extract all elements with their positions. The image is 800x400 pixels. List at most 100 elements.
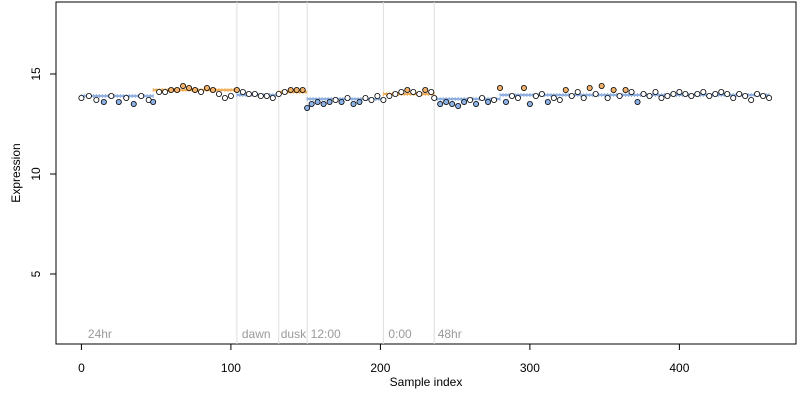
data-point bbox=[314, 99, 321, 106]
data-point bbox=[496, 85, 503, 92]
data-point bbox=[174, 87, 181, 94]
y-axis-label: Expression bbox=[9, 143, 23, 202]
data-point bbox=[652, 89, 659, 96]
x-axis: 0 100 200 300 400 bbox=[78, 344, 690, 375]
y-tick-label: 15 bbox=[29, 67, 43, 81]
data-point bbox=[404, 87, 411, 94]
y-axis: 5 10 15 bbox=[29, 67, 56, 277]
data-point bbox=[338, 99, 345, 106]
y-tick-label: 10 bbox=[29, 167, 43, 181]
segment-label: 12:00 bbox=[311, 327, 341, 341]
data-point bbox=[180, 83, 187, 90]
data-point bbox=[634, 99, 641, 106]
segment-label: 48hr bbox=[438, 327, 462, 341]
segment-label: dusk bbox=[281, 327, 307, 341]
data-point bbox=[467, 97, 474, 104]
data-point bbox=[162, 89, 169, 96]
data-point bbox=[562, 87, 569, 94]
x-tick-label: 400 bbox=[669, 361, 689, 375]
data-points bbox=[78, 83, 773, 112]
data-point bbox=[520, 85, 527, 92]
data-point bbox=[485, 99, 492, 106]
x-tick-label: 300 bbox=[520, 361, 540, 375]
data-point bbox=[598, 83, 605, 90]
data-point bbox=[473, 101, 480, 108]
data-point bbox=[100, 99, 107, 106]
data-point bbox=[108, 93, 115, 100]
data-point bbox=[156, 89, 163, 96]
data-point bbox=[568, 93, 575, 100]
data-point bbox=[754, 91, 761, 98]
data-point bbox=[245, 91, 252, 98]
y-tick-label: 5 bbox=[29, 270, 43, 277]
data-point bbox=[332, 97, 339, 104]
data-point bbox=[281, 89, 288, 96]
segment-labels: 24hr dawn dusk 12:00 0:00 48hr bbox=[88, 327, 462, 341]
data-point bbox=[186, 85, 193, 92]
data-point bbox=[550, 95, 557, 102]
data-point bbox=[368, 97, 375, 104]
data-point bbox=[257, 93, 264, 100]
data-point bbox=[706, 93, 713, 100]
data-point bbox=[356, 99, 363, 106]
data-point bbox=[508, 93, 515, 100]
data-point bbox=[123, 95, 130, 102]
data-point bbox=[443, 99, 450, 106]
data-point bbox=[203, 85, 210, 92]
data-point bbox=[694, 91, 701, 98]
data-point bbox=[304, 105, 311, 112]
data-point bbox=[736, 91, 743, 98]
data-point bbox=[428, 89, 435, 96]
data-point bbox=[640, 91, 647, 98]
data-point bbox=[586, 85, 593, 92]
x-axis-label: Sample index bbox=[390, 375, 463, 389]
data-point bbox=[130, 101, 137, 108]
data-point bbox=[724, 91, 731, 98]
data-point bbox=[574, 89, 581, 96]
data-point bbox=[622, 87, 629, 94]
data-point bbox=[398, 89, 405, 96]
data-point bbox=[374, 93, 381, 100]
data-point bbox=[766, 95, 773, 102]
data-point bbox=[350, 101, 357, 108]
data-point bbox=[658, 95, 665, 102]
data-point bbox=[344, 95, 351, 102]
data-point bbox=[712, 91, 719, 98]
data-point bbox=[85, 93, 92, 100]
data-point bbox=[209, 87, 216, 94]
plot-frame bbox=[55, 1, 797, 345]
data-point bbox=[215, 91, 222, 98]
data-point bbox=[392, 91, 399, 98]
data-point bbox=[239, 89, 246, 96]
data-point bbox=[688, 93, 695, 100]
data-point bbox=[538, 91, 545, 98]
data-point bbox=[422, 87, 429, 94]
data-point bbox=[326, 99, 333, 106]
data-point bbox=[604, 95, 611, 102]
data-point bbox=[742, 93, 749, 100]
x-tick-label: 0 bbox=[78, 361, 85, 375]
data-point bbox=[380, 97, 387, 104]
segment-label: 24hr bbox=[88, 327, 112, 341]
data-point bbox=[718, 89, 725, 96]
data-point bbox=[556, 97, 563, 104]
data-point bbox=[532, 93, 539, 100]
segment-label: dawn bbox=[242, 327, 271, 341]
x-tick-label: 200 bbox=[370, 361, 390, 375]
data-point bbox=[287, 87, 294, 94]
data-point bbox=[269, 95, 276, 102]
data-point bbox=[676, 89, 683, 96]
data-point bbox=[526, 101, 533, 108]
data-point bbox=[320, 101, 327, 108]
data-point bbox=[664, 93, 671, 100]
data-point bbox=[502, 99, 509, 106]
data-point bbox=[646, 93, 653, 100]
data-point bbox=[251, 91, 258, 98]
x-tick-label: 100 bbox=[221, 361, 241, 375]
segment-boundaries bbox=[236, 2, 435, 344]
data-point bbox=[461, 99, 468, 106]
data-point bbox=[362, 95, 369, 102]
data-point bbox=[386, 93, 393, 100]
data-point bbox=[670, 91, 677, 98]
